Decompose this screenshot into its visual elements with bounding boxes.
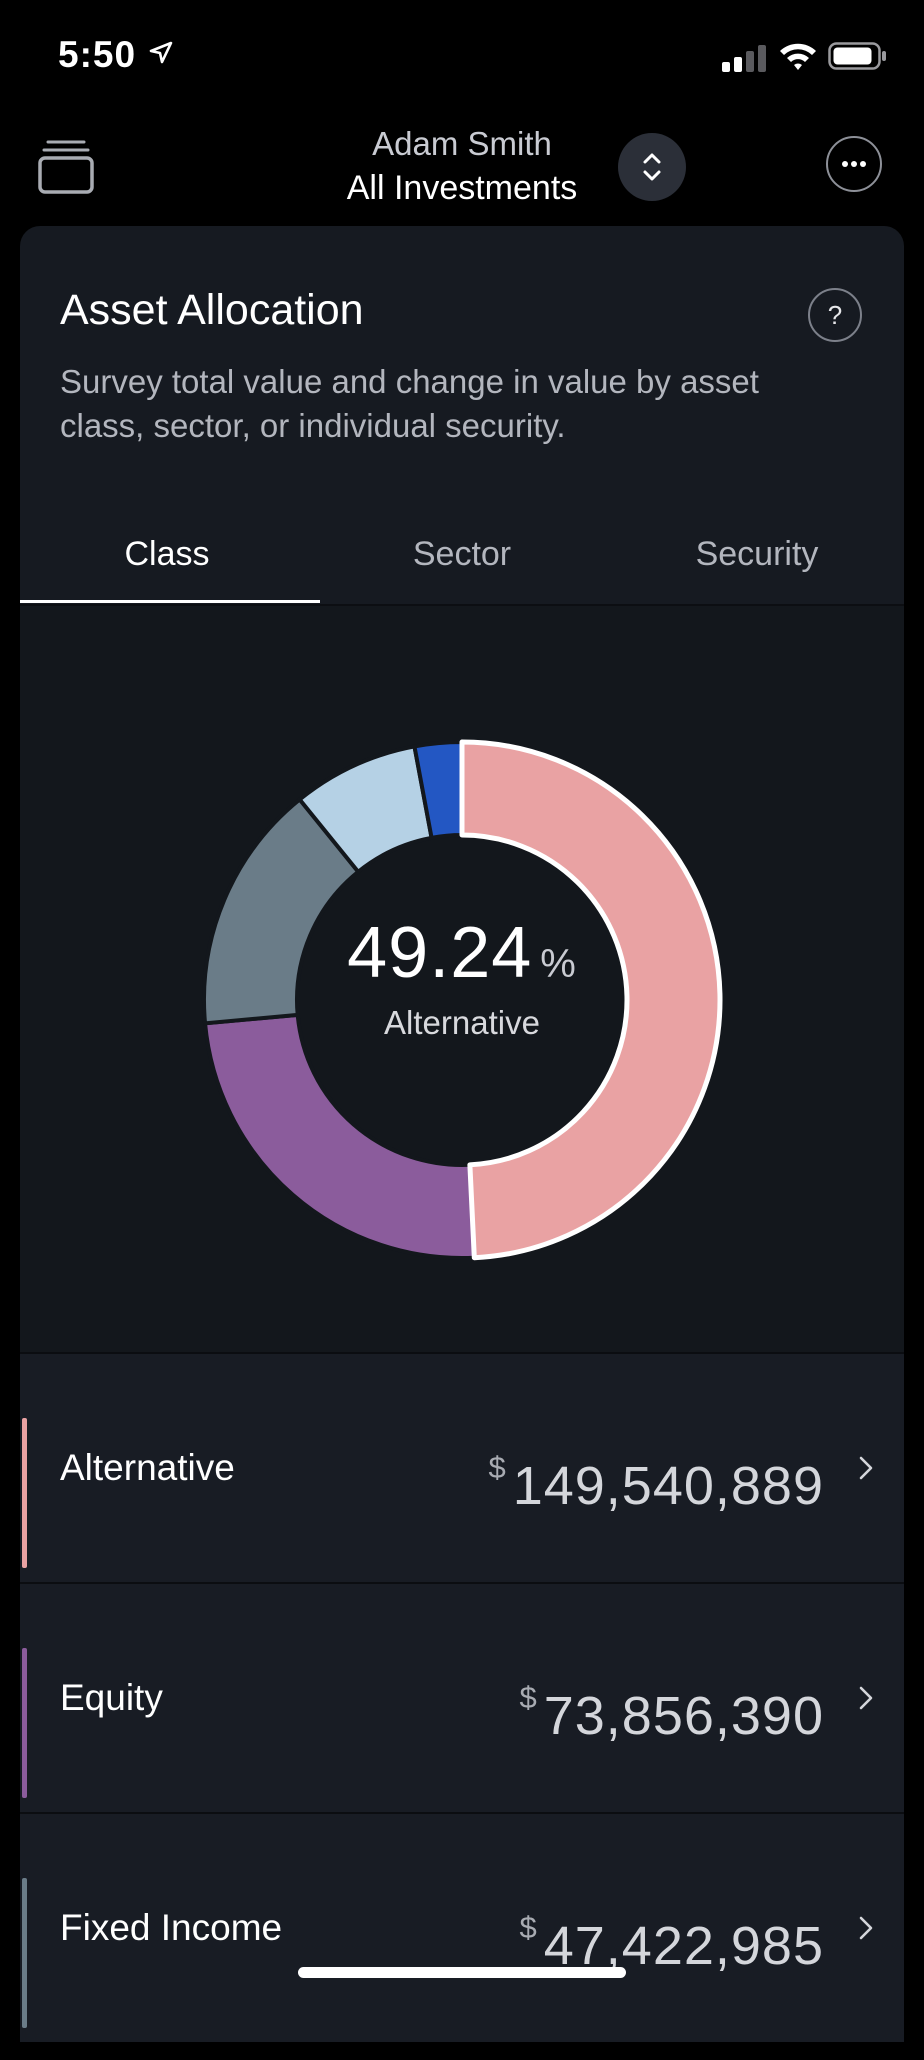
- row-color-bar: [22, 1418, 27, 1568]
- allocation-row-equity[interactable]: Equity $73,856,390: [20, 1582, 904, 1812]
- card-description: Survey total value and change in value b…: [60, 363, 759, 444]
- chevron-right-icon: [859, 1686, 873, 1710]
- selected-percentage-unit: %: [540, 942, 577, 986]
- account-selector[interactable]: Adam Smith All Investments: [262, 122, 662, 210]
- row-label: Fixed Income: [60, 1907, 283, 1948]
- tab-security[interactable]: Security: [695, 535, 819, 573]
- row-label: Equity: [60, 1677, 163, 1718]
- row-amount: 73,856,390: [543, 1686, 824, 1746]
- chevron-right-icon: [859, 1456, 873, 1480]
- home-indicator: [298, 1967, 626, 1978]
- selected-percentage: 49.24%: [20, 912, 904, 994]
- status-time: 5:50: [58, 34, 137, 75]
- active-tab-indicator: [20, 600, 320, 603]
- account-name: Adam Smith: [372, 125, 552, 162]
- donut-slice-equity[interactable]: [202, 1012, 477, 1260]
- row-amount: 47,422,985: [543, 1916, 824, 1976]
- row-color-bar: [22, 1648, 27, 1798]
- allocation-row-alternative[interactable]: Alternative $149,540,889: [20, 1352, 904, 1582]
- cellular-signal-icon: [722, 45, 766, 72]
- row-currency: $: [488, 1450, 507, 1485]
- chevron-up-down-icon: [643, 153, 661, 181]
- allocation-row-fixed-income[interactable]: Fixed Income $47,422,985: [20, 1812, 904, 2042]
- donut-slice-alternative[interactable]: [459, 739, 723, 1261]
- selected-class-label: Alternative: [384, 1004, 540, 1041]
- tab-class[interactable]: Class: [124, 535, 210, 573]
- row-label: Alternative: [60, 1447, 235, 1488]
- account-switch-button[interactable]: [618, 133, 686, 201]
- allocation-donut-chart[interactable]: [20, 606, 904, 1352]
- location-arrow-icon: [149, 41, 173, 64]
- status-bar: 5:50: [0, 0, 924, 110]
- chevron-right-icon: [859, 1916, 873, 1940]
- nav-bar: Adam Smith All Investments: [0, 110, 924, 226]
- selected-percentage-value: 49.24: [347, 913, 533, 993]
- allocation-chart: 49.24% Alternative: [20, 606, 904, 1352]
- tab-sector[interactable]: Sector: [412, 535, 512, 573]
- stack-icon[interactable]: [36, 136, 96, 196]
- more-options-button[interactable]: [826, 136, 882, 192]
- asset-allocation-card: Asset Allocation ? Survey total value an…: [20, 226, 904, 2042]
- help-button[interactable]: ?: [808, 288, 862, 342]
- wifi-icon: [780, 43, 816, 70]
- account-scope: All Investments: [346, 169, 578, 207]
- row-value: $47,422,985: [519, 1814, 824, 2042]
- row-currency: $: [519, 1910, 538, 1945]
- row-color-bar: [22, 1878, 27, 2028]
- row-value: $73,856,390: [519, 1584, 824, 1812]
- allocation-tabs: Class Sector Security: [20, 516, 904, 606]
- card-title: Asset Allocation: [60, 286, 364, 334]
- row-amount: 149,540,889: [512, 1456, 824, 1516]
- ellipsis-icon: [842, 161, 866, 167]
- row-value: $149,540,889: [488, 1354, 824, 1582]
- row-currency: $: [519, 1680, 538, 1715]
- battery-icon: [828, 42, 886, 70]
